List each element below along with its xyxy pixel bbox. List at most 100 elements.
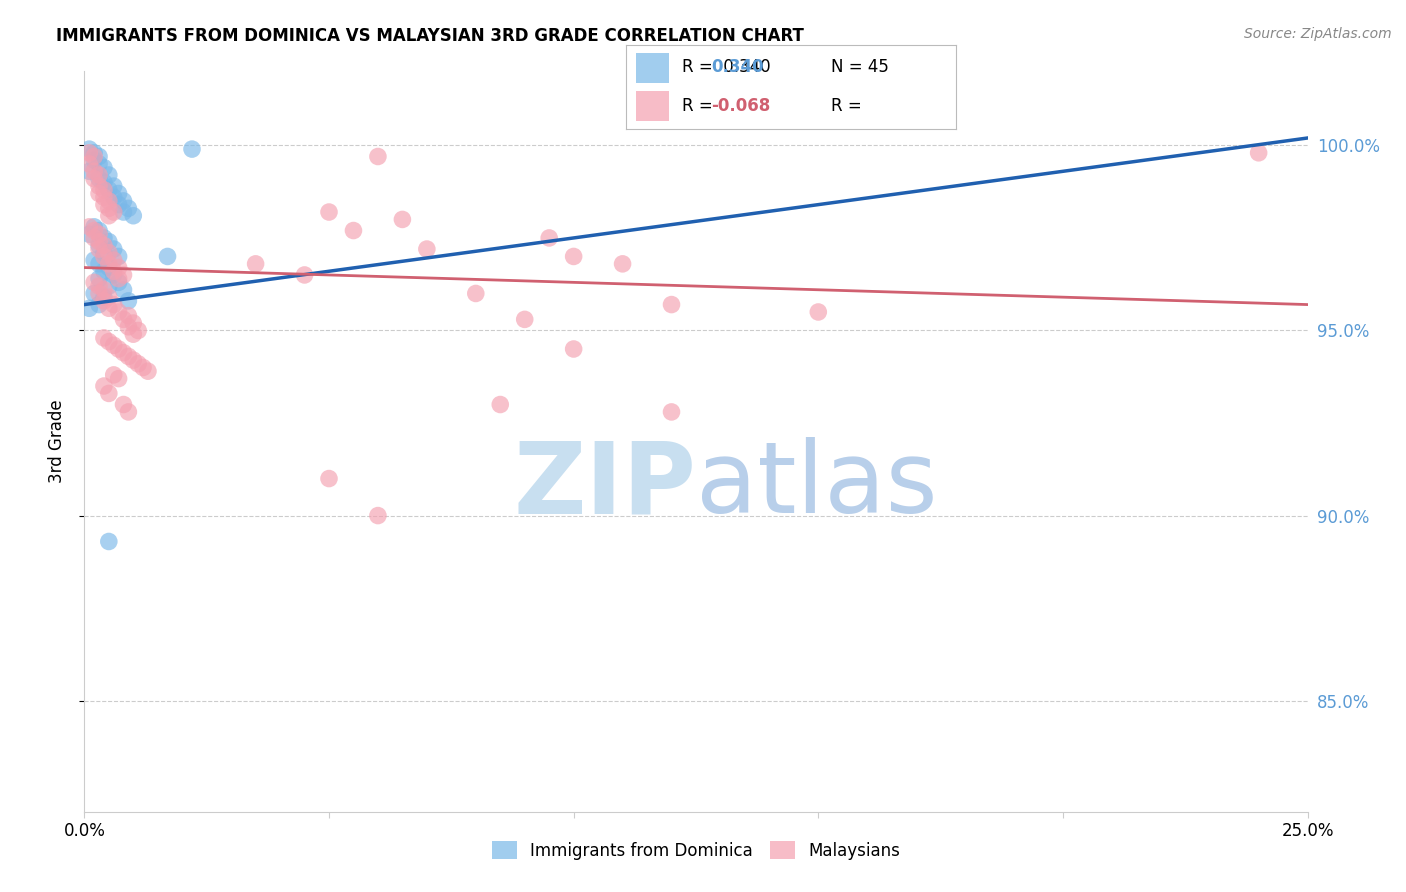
Point	[87, 186, 110, 201]
Point	[112, 194, 135, 208]
Point	[107, 249, 129, 263]
Point	[93, 264, 115, 278]
Bar	[636, 54, 669, 83]
Point	[83, 286, 105, 301]
Point	[93, 238, 115, 252]
Point	[93, 379, 115, 393]
Point	[97, 202, 120, 216]
Point	[107, 271, 129, 285]
Point	[83, 231, 105, 245]
Point	[97, 183, 120, 197]
Point	[97, 194, 120, 208]
Point	[112, 312, 135, 326]
Point	[93, 161, 115, 175]
Text: R =: R =	[831, 96, 866, 114]
Point	[87, 279, 110, 293]
Point	[367, 149, 389, 163]
Point	[93, 183, 115, 197]
Point	[87, 238, 110, 252]
Point	[97, 257, 120, 271]
Point	[77, 157, 100, 171]
Text: Source: ZipAtlas.com: Source: ZipAtlas.com	[1244, 27, 1392, 41]
Text: IMMIGRANTS FROM DOMINICA VS MALAYSIAN 3RD GRADE CORRELATION CHART: IMMIGRANTS FROM DOMINICA VS MALAYSIAN 3R…	[56, 27, 804, 45]
Point	[103, 253, 125, 268]
Point	[87, 179, 110, 194]
Point	[87, 271, 110, 285]
Point	[93, 245, 115, 260]
Point	[156, 249, 179, 263]
Point	[97, 279, 120, 293]
Point	[93, 231, 115, 245]
Point	[77, 219, 100, 234]
Point	[97, 534, 120, 549]
Point	[87, 297, 110, 311]
Point	[83, 149, 105, 163]
Point	[318, 205, 340, 219]
Point	[112, 205, 135, 219]
Point	[87, 171, 110, 186]
Point	[83, 153, 105, 168]
Text: ZIP: ZIP	[513, 437, 696, 534]
Point	[136, 364, 159, 378]
Point	[117, 309, 139, 323]
Point	[318, 471, 340, 485]
Point	[107, 371, 129, 385]
Point	[122, 327, 145, 342]
Point	[103, 179, 125, 194]
Point	[562, 249, 585, 263]
Point	[117, 405, 139, 419]
Point	[107, 260, 129, 275]
Point	[181, 142, 204, 156]
Point	[87, 257, 110, 271]
Point	[489, 397, 512, 411]
Point	[87, 242, 110, 256]
Point	[107, 276, 129, 290]
Point	[103, 297, 125, 311]
Point	[612, 257, 634, 271]
Point	[1247, 145, 1270, 160]
Point	[83, 276, 105, 290]
Point	[93, 290, 115, 304]
Point	[87, 235, 110, 249]
Point	[117, 202, 139, 216]
Text: 0.340: 0.340	[711, 59, 765, 77]
Point	[112, 283, 135, 297]
Point	[87, 168, 110, 182]
Point	[93, 249, 115, 263]
Point	[77, 301, 100, 316]
Point	[77, 164, 100, 178]
Point	[93, 331, 115, 345]
Point	[97, 260, 120, 275]
Point	[87, 227, 110, 242]
Point	[294, 268, 316, 282]
Point	[83, 164, 105, 178]
Point	[97, 168, 120, 182]
Point	[87, 223, 110, 237]
Bar	[636, 91, 669, 120]
Point	[93, 293, 115, 308]
Point	[93, 190, 115, 204]
Point	[83, 223, 105, 237]
Point	[77, 227, 100, 242]
Point	[416, 242, 439, 256]
Point	[661, 405, 683, 419]
Point	[122, 353, 145, 368]
Point	[117, 293, 139, 308]
Point	[112, 345, 135, 359]
Point	[132, 360, 155, 375]
Point	[87, 149, 110, 163]
Point	[97, 334, 120, 349]
Point	[127, 357, 149, 371]
Point	[97, 235, 120, 249]
Point	[83, 253, 105, 268]
Point	[107, 342, 129, 356]
Point	[103, 368, 125, 382]
Point	[112, 397, 135, 411]
Point	[93, 175, 115, 189]
Point	[97, 290, 120, 304]
Point	[661, 297, 683, 311]
Point	[117, 319, 139, 334]
Point	[367, 508, 389, 523]
Point	[127, 323, 149, 337]
Point	[391, 212, 413, 227]
